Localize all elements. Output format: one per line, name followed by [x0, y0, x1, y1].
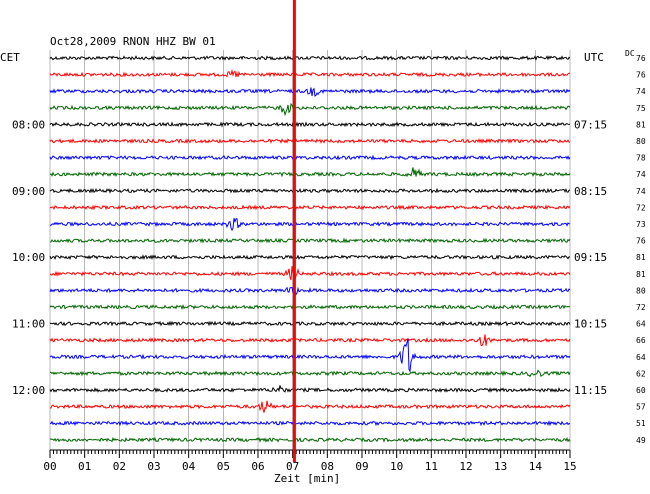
utc-label: UTC: [584, 51, 604, 64]
utc-time-label: 08:15: [574, 185, 607, 198]
dc-value: 57: [636, 403, 646, 412]
trace-row-0: [49, 55, 571, 61]
dc-value: 81: [636, 253, 646, 262]
dc-value: 75: [636, 104, 646, 113]
trace-row-17: [49, 334, 571, 347]
x-axis-label: Zeit [min]: [274, 472, 340, 485]
trace-row-12: [49, 254, 570, 261]
cet-time-label: 10:00: [12, 251, 45, 264]
trace-row-6: [49, 154, 571, 161]
x-tick-label: 06: [251, 460, 264, 473]
x-tick-label: 12: [459, 460, 472, 473]
dc-value: 76: [636, 237, 646, 246]
trace-row-21: [49, 400, 571, 413]
trace-row-16: [49, 320, 571, 327]
dc-value: 74: [636, 170, 646, 179]
minute-gridlines: [49, 50, 571, 450]
trace-row-3: [49, 102, 571, 117]
dc-value: 80: [636, 137, 646, 146]
time-axis: 00 01 02 03 04 05 06 07 08 09 10 11 12 13 14 15: [43, 449, 577, 473]
trace-row-15: [49, 303, 571, 311]
utc-time-label: 11:15: [574, 384, 607, 397]
dc-value: 74: [636, 187, 646, 196]
trace-row-11: [49, 237, 571, 244]
x-tick-label: 10: [390, 460, 403, 473]
dc-value: 81: [636, 270, 646, 279]
cet-time-label: 08:00: [12, 118, 45, 131]
dc-value: 72: [636, 203, 646, 212]
x-tick-label: 00: [43, 460, 56, 473]
cet-time-label: 11:00: [12, 318, 45, 331]
x-tick-label: 15: [563, 460, 576, 473]
seismic-traces: 76 76 74 75 81 80 78 74 74 72 73 76 81 81 80 72 64 66 64 62…: [12, 54, 646, 445]
x-tick-label: 13: [494, 460, 507, 473]
cet-time-label: 09:00: [12, 185, 45, 198]
trace-row-10: [50, 218, 571, 232]
trace-row-19: [49, 369, 571, 378]
x-tick-label: 01: [78, 460, 91, 473]
trace-row-4: [49, 121, 571, 128]
x-tick-label: 08: [321, 460, 334, 473]
dc-value: 76: [636, 71, 646, 80]
trace-row-7: [49, 167, 571, 178]
trace-row-20: [49, 385, 571, 393]
chart-title: Oct28,2009 RNON HHZ BW 01: [50, 35, 216, 48]
utc-time-label: 09:15: [574, 251, 607, 264]
trace-row-18: [49, 338, 571, 373]
x-tick-label: 04: [182, 460, 196, 473]
dc-label: DC: [625, 49, 635, 58]
dc-value: 51: [636, 419, 646, 428]
trace-row-1: [49, 68, 570, 78]
dc-value: 49: [636, 436, 646, 445]
dc-value: 64: [636, 320, 646, 329]
trace-row-5: [49, 138, 571, 144]
x-tick-label: 02: [113, 460, 126, 473]
x-tick-label: 14: [529, 460, 543, 473]
utc-time-label: 07:15: [574, 118, 607, 131]
dc-value: 62: [636, 369, 646, 378]
utc-time-label: 10:15: [574, 318, 607, 331]
dc-value: 60: [636, 386, 646, 395]
x-tick-label: 03: [147, 460, 160, 473]
x-tick-label: 11: [425, 460, 438, 473]
x-tick-label: 05: [217, 460, 230, 473]
trace-row-9: [49, 204, 571, 211]
cet-label: CET: [0, 51, 20, 64]
x-tick-label: 07: [286, 460, 299, 473]
trace-row-13: [49, 266, 571, 281]
dc-value: 80: [636, 286, 646, 295]
dc-value: 74: [636, 87, 646, 96]
x-tick-label: 09: [355, 460, 368, 473]
dc-value: 72: [636, 303, 646, 312]
trace-row-23: [49, 436, 571, 443]
cet-time-label: 12:00: [12, 384, 45, 397]
dc-value: 76: [636, 54, 646, 63]
dc-value: 73: [636, 220, 646, 229]
trace-row-8: [49, 187, 571, 194]
dc-value: 78: [636, 154, 646, 163]
dc-value: 66: [636, 336, 646, 345]
trace-row-2: [49, 87, 571, 97]
dc-value: 64: [636, 353, 646, 362]
trace-row-14: [49, 284, 571, 297]
trace-row-22: [49, 420, 571, 427]
dc-value: 81: [636, 120, 646, 129]
chart-labels: Oct28,2009 RNON HHZ BW 01 CET UTC DC Zei…: [0, 35, 635, 485]
